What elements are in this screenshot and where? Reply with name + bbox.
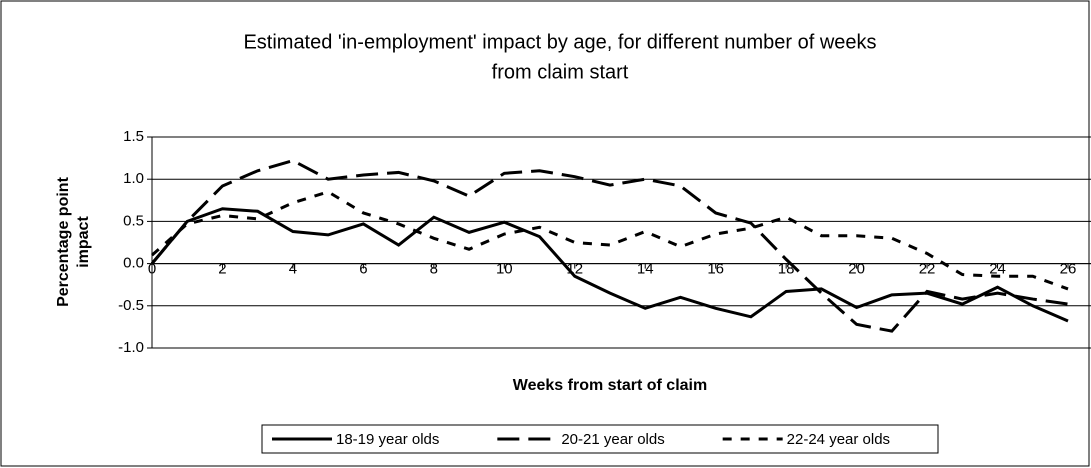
y-axis-title: Percentage point (55, 176, 72, 306)
legend: 18-19 year olds 20-21 year olds 22-24 year… (261, 424, 939, 454)
y-axis-title: impact (75, 216, 92, 268)
x-tick-label: 24 (989, 261, 1006, 278)
series-line (151, 190, 1069, 291)
x-axis-title: Weeks from start of claim (513, 377, 707, 394)
series-line (150, 159, 1069, 333)
x-tick-label: 0 (148, 261, 156, 278)
x-tick-label: 2 (218, 261, 226, 278)
chart-title: Estimated 'in-employment' impact by age,… (243, 31, 876, 53)
x-tick-label: 6 (359, 261, 367, 278)
series-line (150, 207, 1069, 323)
y-tick-label: -1.0 (118, 339, 144, 356)
chart-title: from claim start (492, 61, 629, 83)
y-tick-label: 0.5 (123, 212, 144, 229)
x-tick-label: 4 (289, 261, 297, 278)
y-tick-label: -0.5 (118, 297, 144, 314)
x-tick-label: 14 (637, 261, 654, 278)
x-tick-label: 8 (430, 261, 438, 278)
legend-label: 20-21 year olds (561, 431, 664, 448)
y-tick-label: 1.5 (123, 128, 144, 145)
y-tick-label: 1.0 (123, 170, 144, 187)
x-tick-label: 10 (496, 261, 513, 278)
legend-label: 22-24 year olds (787, 431, 890, 448)
x-tick-label: 26 (1060, 261, 1077, 278)
x-tick-label: 20 (848, 261, 865, 278)
legend-label: 18-19 year olds (336, 431, 439, 448)
legend-box (261, 424, 939, 454)
y-tick-label: 0.0 (123, 255, 144, 272)
x-tick-label: 22 (919, 261, 936, 278)
x-tick-label: 16 (707, 261, 724, 278)
